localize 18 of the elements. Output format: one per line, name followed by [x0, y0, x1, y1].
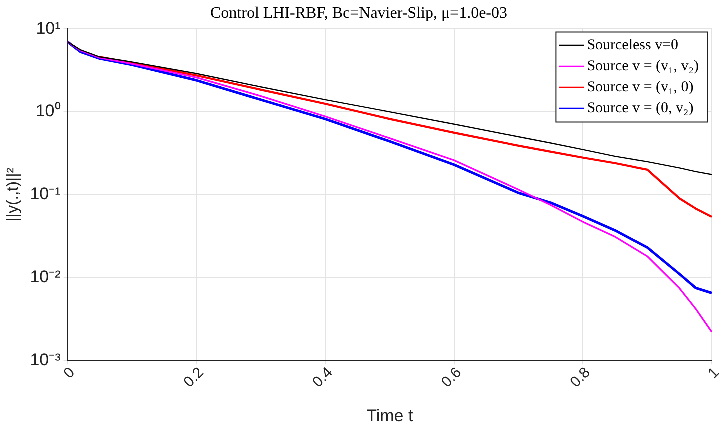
x-tick-label: 0.6: [438, 364, 466, 392]
y-tick-label: 10¹: [36, 18, 62, 38]
x-axis-title: Time t: [366, 406, 414, 426]
legend-label: Source v = (v₁, v₂): [587, 58, 700, 75]
legend-label: Sourceless v=0: [587, 38, 679, 54]
legend-label: Source v = (v₁, 0): [587, 80, 694, 96]
legend-label: Source v = (0, v₂): [587, 100, 694, 117]
y-tick-label: 10⁻¹: [30, 184, 62, 204]
x-tick-label: 0.4: [309, 364, 336, 392]
y-tick-label: 10⁻²: [30, 267, 62, 286]
x-tick-label: 0.2: [180, 364, 208, 392]
x-tick-label: 0: [60, 364, 79, 382]
y-tick-label: 10⁰: [36, 102, 61, 121]
x-tick-label: 0.8: [567, 364, 594, 392]
x-tick-label: 1: [704, 364, 723, 382]
y-tick-label: 10⁻³: [30, 350, 62, 370]
y-axis-title: ||y(.,t)||²: [5, 167, 22, 222]
chart-title: Control LHI-RBF, Bc=Navier-Slip, μ=1.0e-03: [210, 4, 508, 22]
